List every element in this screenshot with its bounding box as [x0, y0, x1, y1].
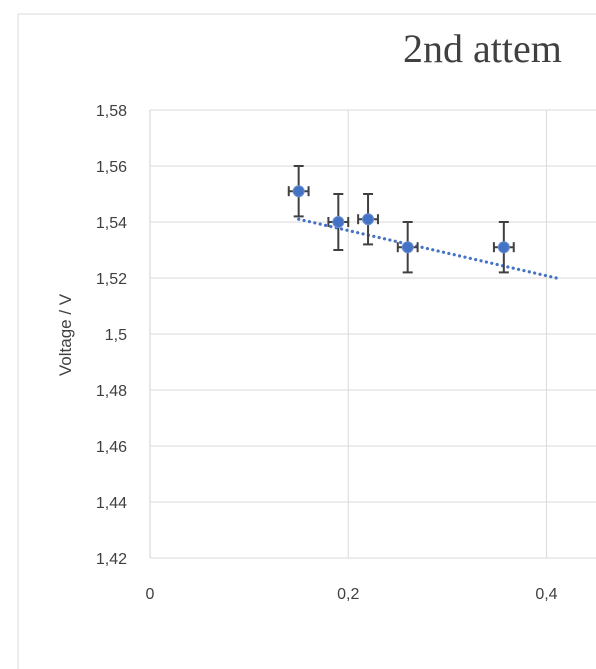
chart-frame-layer: [17, 13, 596, 669]
data-point: [401, 241, 414, 254]
y-tick-label: 1,52: [96, 271, 127, 288]
error-bar-layer: [287, 165, 515, 274]
trendline: [297, 217, 558, 280]
x-tick-label: 0,4: [535, 586, 557, 603]
y-tick-label: 1,5: [105, 327, 127, 344]
data-point-layer: [292, 185, 510, 254]
y-tick-label: 1,48: [96, 383, 127, 400]
data-point: [497, 241, 510, 254]
y-axis-label: Voltage / V: [56, 293, 75, 376]
data-point: [362, 213, 375, 226]
y-tick-label: 1,54: [96, 215, 127, 232]
trendline-layer: [297, 217, 558, 280]
y-tick-label: 1,56: [96, 159, 127, 176]
axis-layer: 1,42 1,44 1,46 1,48 1,5 1,52 1,54 1,56 1,58 0 0,2 0…: [96, 103, 558, 603]
chart-title: 2nd attem: [403, 26, 562, 71]
y-tick-label: 1,44: [96, 495, 127, 512]
y-tick-label: 1,46: [96, 439, 127, 456]
text-layer: 2nd attem Voltage / V: [56, 26, 562, 376]
x-tick-label: 0: [146, 586, 155, 603]
y-tick-label: 1,58: [96, 103, 127, 120]
grid-layer: [150, 109, 596, 559]
y-tick-label: 1,42: [96, 551, 127, 568]
x-tick-label: 0,2: [337, 586, 359, 603]
data-point: [332, 216, 345, 228]
data-point: [292, 185, 305, 198]
